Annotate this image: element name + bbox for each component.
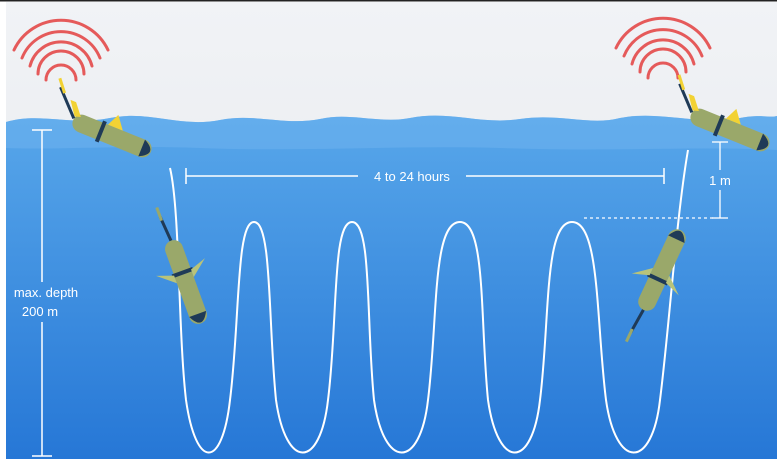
depth-label-line1: max. depth xyxy=(14,285,78,300)
top-border xyxy=(0,0,777,2)
depth-label-line2: 200 m xyxy=(22,304,58,319)
interval-label: 4 to 24 hours xyxy=(374,169,450,184)
surface-offset-label: 1 m xyxy=(709,173,731,188)
